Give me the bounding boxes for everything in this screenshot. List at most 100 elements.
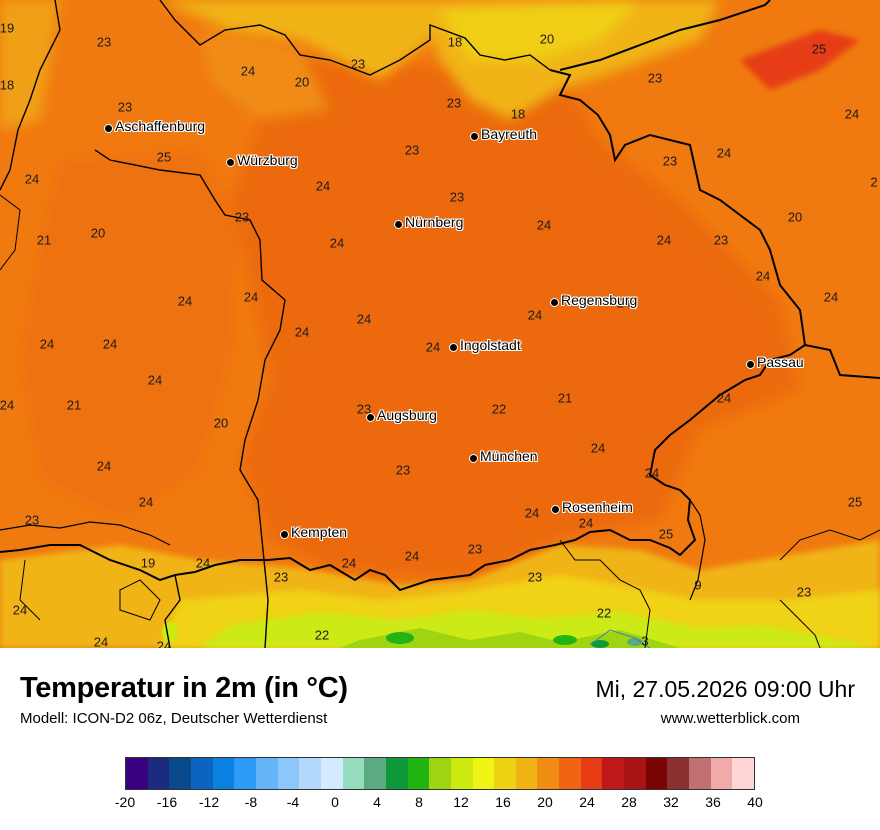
hot-patch-shading	[740, 30, 860, 90]
temperature-value: 24	[616, 295, 632, 311]
alps-shading	[0, 540, 880, 648]
legend-swatch	[559, 758, 581, 789]
city-dot-icon	[470, 132, 479, 141]
legend-swatch	[667, 758, 690, 789]
temperature-value: 24	[12, 602, 28, 618]
temperature-value: 24	[755, 268, 771, 284]
temperature-value: 24	[195, 555, 211, 571]
temperature-value: 22	[314, 627, 330, 643]
temperature-value: 19	[0, 20, 15, 36]
temperature-value: 23	[446, 95, 462, 111]
city-name: Passau	[757, 354, 804, 370]
temperature-value: 23	[24, 512, 40, 528]
temperature-value: 23	[647, 70, 663, 86]
temperature-value: 24	[39, 336, 55, 352]
temperature-value: 24	[0, 397, 15, 413]
temperature-value: 20	[213, 415, 229, 431]
temperature-value: 24	[425, 339, 441, 355]
legend-tick-label: 16	[495, 794, 511, 810]
temperature-value: 24	[294, 324, 310, 340]
legend-swatch	[580, 758, 603, 789]
borders	[0, 0, 880, 648]
legend-swatch	[689, 758, 711, 789]
temperature-value: 25	[847, 494, 863, 510]
legend-swatch	[624, 758, 646, 789]
temperature-value: 18	[510, 106, 526, 122]
legend-tick-label: -4	[286, 794, 300, 810]
city-dot-icon	[449, 343, 458, 352]
legend-tick-label: 28	[621, 794, 637, 810]
temperature-value: 23	[449, 189, 465, 205]
temperature-value: 21	[66, 397, 82, 413]
temperature-value: 3	[641, 633, 649, 649]
city-name: Nürnberg	[405, 214, 464, 230]
legend-swatch	[537, 758, 560, 789]
temperature-value: 25	[156, 149, 172, 165]
legend-tick-label: 24	[579, 794, 595, 810]
color-legend	[125, 757, 755, 790]
legend-swatch	[126, 758, 148, 789]
temperature-value: 24	[644, 465, 660, 481]
temperature-value: 23	[527, 569, 543, 585]
legend-swatch	[342, 758, 365, 789]
forecast-datetime: Mi, 27.05.2026 09:00 Uhr	[595, 676, 855, 702]
legend-tick-label: -12	[198, 794, 220, 810]
temperature-value: 24	[590, 440, 606, 456]
temperature-value: 24	[656, 232, 672, 248]
city-dot-icon	[366, 413, 375, 422]
temperature-value: 19	[140, 555, 156, 571]
temperature-value: 23	[350, 56, 366, 72]
city-name: Würzburg	[237, 152, 298, 168]
legend-swatch	[515, 758, 538, 789]
legend-swatch	[602, 758, 625, 789]
legend-swatch	[320, 758, 343, 789]
city-name: Rosenheim	[562, 499, 633, 515]
temperature-value: 23	[796, 584, 812, 600]
temperature-value: 24	[177, 293, 193, 309]
color-legend-ticks: -20 -16 -12 -8 -4 0 4 8 12 16 20 24 28 32 36 40	[115, 794, 763, 812]
temperature-value: 24	[527, 307, 543, 323]
legend-tick-label: 40	[747, 794, 763, 810]
temperature-value: 24	[147, 372, 163, 388]
city-dot-icon	[104, 124, 113, 133]
legend-tick-label: 36	[705, 794, 721, 810]
legend-swatch	[277, 758, 300, 789]
legend-swatch	[472, 758, 495, 789]
legend-tick-label: -8	[244, 794, 258, 810]
temperature-value: 20	[294, 74, 310, 90]
temperature-value: 23	[467, 541, 483, 557]
city-name: Kempten	[291, 524, 348, 540]
temperature-value: 24	[536, 217, 552, 233]
city-dot-icon	[469, 454, 478, 463]
temperature-value: 23	[404, 142, 420, 158]
temperature-value: 24	[716, 145, 732, 161]
legend-swatch	[190, 758, 213, 789]
temperature-value: 24	[138, 494, 154, 510]
legend-swatch	[299, 758, 321, 789]
website-link[interactable]: www.wetterblick.com	[660, 710, 800, 727]
legend-tick-label: 20	[537, 794, 553, 810]
temperature-value: 25	[658, 526, 674, 542]
temperature-value: 21	[557, 390, 573, 406]
legend-swatch	[364, 758, 386, 789]
temperature-map[interactable]: 19 23 18 24 20 23 18 20 25 23 23 18 23 24 25 23 23 24 24 24…	[0, 0, 880, 648]
city-dot-icon	[394, 220, 403, 229]
legend-tick-label: 8	[415, 794, 423, 810]
temperature-value: 23	[96, 34, 112, 50]
temperature-value: 23	[117, 99, 133, 115]
model-info: Modell: ICON-D2 06z, Deutscher Wetterdie…	[20, 710, 328, 727]
temperature-value: 24	[156, 638, 172, 649]
map-shading	[0, 0, 880, 648]
city-dot-icon	[551, 505, 560, 514]
temperature-value: 24	[823, 289, 839, 305]
legend-tick-label: -16	[156, 794, 178, 810]
city-dot-icon	[746, 360, 755, 369]
city-name: Augsburg	[377, 407, 437, 423]
temperature-value: 24	[404, 548, 420, 564]
temperature-value: 21	[36, 232, 52, 248]
temperature-value: 24	[578, 515, 594, 531]
map-footer: Temperatur in 2m (in °C) Modell: ICON-D2…	[0, 648, 880, 830]
temperature-value: 2	[870, 174, 878, 190]
legend-tick-label: 12	[453, 794, 469, 810]
legend-tick-label: -20	[114, 794, 136, 810]
